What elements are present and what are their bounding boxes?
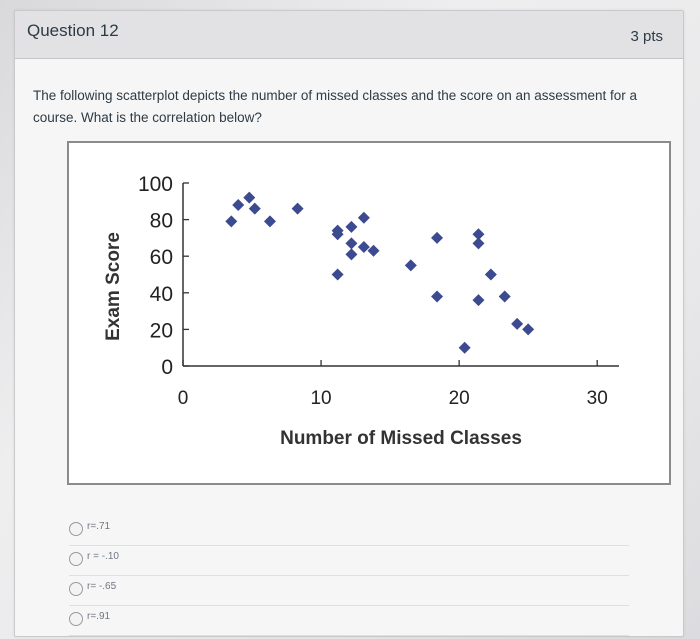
answer-label: r=.71 bbox=[87, 521, 111, 532]
radio-button[interactable] bbox=[69, 522, 83, 536]
question-text: The following scatterplot depicts the nu… bbox=[33, 88, 638, 125]
answer-option-3[interactable]: r= -.65 bbox=[69, 576, 629, 606]
radio-button[interactable] bbox=[69, 612, 83, 626]
scatter-point bbox=[248, 202, 261, 215]
scatter-point bbox=[357, 241, 370, 254]
scatter-point bbox=[511, 317, 524, 330]
question-card: Question 12 3 pts The following scatterp… bbox=[14, 10, 684, 637]
scatter-point bbox=[522, 323, 535, 336]
answer-option-4[interactable]: r=.91 bbox=[69, 606, 629, 636]
radio-button[interactable] bbox=[69, 552, 83, 566]
x-tick-label: 20 bbox=[449, 388, 470, 409]
x-tick-label: 0 bbox=[178, 388, 189, 409]
y-tick-label: 100 bbox=[138, 173, 173, 196]
y-tick-label: 60 bbox=[150, 246, 173, 269]
scatter-point bbox=[484, 268, 497, 281]
scatter-point bbox=[472, 294, 485, 307]
chart-axes bbox=[182, 182, 619, 367]
y-axis-label: Exam Score bbox=[103, 232, 124, 341]
scatter-point bbox=[431, 231, 444, 244]
scatter-point bbox=[431, 290, 444, 303]
x-axis-label: Number of Missed Classes bbox=[280, 428, 522, 449]
scatter-point bbox=[472, 237, 485, 250]
scatterplot-svg: 0 20 40 60 80 100 0 10 20 30 Number of Missed Clas… bbox=[103, 173, 619, 449]
question-points: 3 pts bbox=[630, 28, 663, 45]
scatter-point bbox=[225, 215, 238, 228]
scatter-point bbox=[404, 259, 417, 272]
answer-label: r = -.10 bbox=[87, 551, 119, 562]
scatter-point bbox=[357, 211, 370, 224]
answer-list: r=.71 r = -.10 r= -.65 r=.91 bbox=[69, 516, 629, 636]
scatter-point bbox=[345, 220, 358, 233]
question-title: Question 12 bbox=[27, 21, 119, 40]
answer-label: r= -.65 bbox=[87, 581, 117, 592]
scatter-point bbox=[232, 198, 245, 211]
scatter-point bbox=[331, 228, 344, 241]
chart-labels: 0 20 40 60 80 100 0 10 20 30 Number of Missed Clas… bbox=[103, 173, 608, 449]
scatter-point bbox=[345, 248, 358, 261]
y-tick-label: 40 bbox=[150, 283, 173, 306]
radio-button[interactable] bbox=[69, 582, 83, 596]
scatter-point bbox=[345, 237, 358, 250]
scatter-point bbox=[367, 244, 380, 257]
scatter-point bbox=[458, 341, 471, 354]
answer-option-2[interactable]: r = -.10 bbox=[69, 546, 629, 576]
scatter-point bbox=[243, 191, 256, 204]
scatterplot-figure: 0 20 40 60 80 100 0 10 20 30 Number of Missed Clas… bbox=[67, 141, 671, 485]
scatter-point bbox=[331, 268, 344, 281]
scatter-point bbox=[498, 290, 511, 303]
y-tick-label: 20 bbox=[150, 319, 173, 342]
chart-points bbox=[225, 191, 535, 354]
question-header: Question 12 3 pts bbox=[15, 11, 683, 59]
y-tick-label: 0 bbox=[161, 356, 173, 379]
scatter-point bbox=[263, 215, 276, 228]
scatter-point bbox=[472, 228, 485, 241]
scatter-point bbox=[291, 202, 304, 215]
answer-option-1[interactable]: r=.71 bbox=[69, 516, 629, 546]
x-tick-label: 10 bbox=[310, 388, 331, 409]
x-tick-label: 30 bbox=[587, 388, 608, 409]
answer-label: r=.91 bbox=[87, 611, 111, 622]
y-tick-label: 80 bbox=[150, 210, 173, 233]
